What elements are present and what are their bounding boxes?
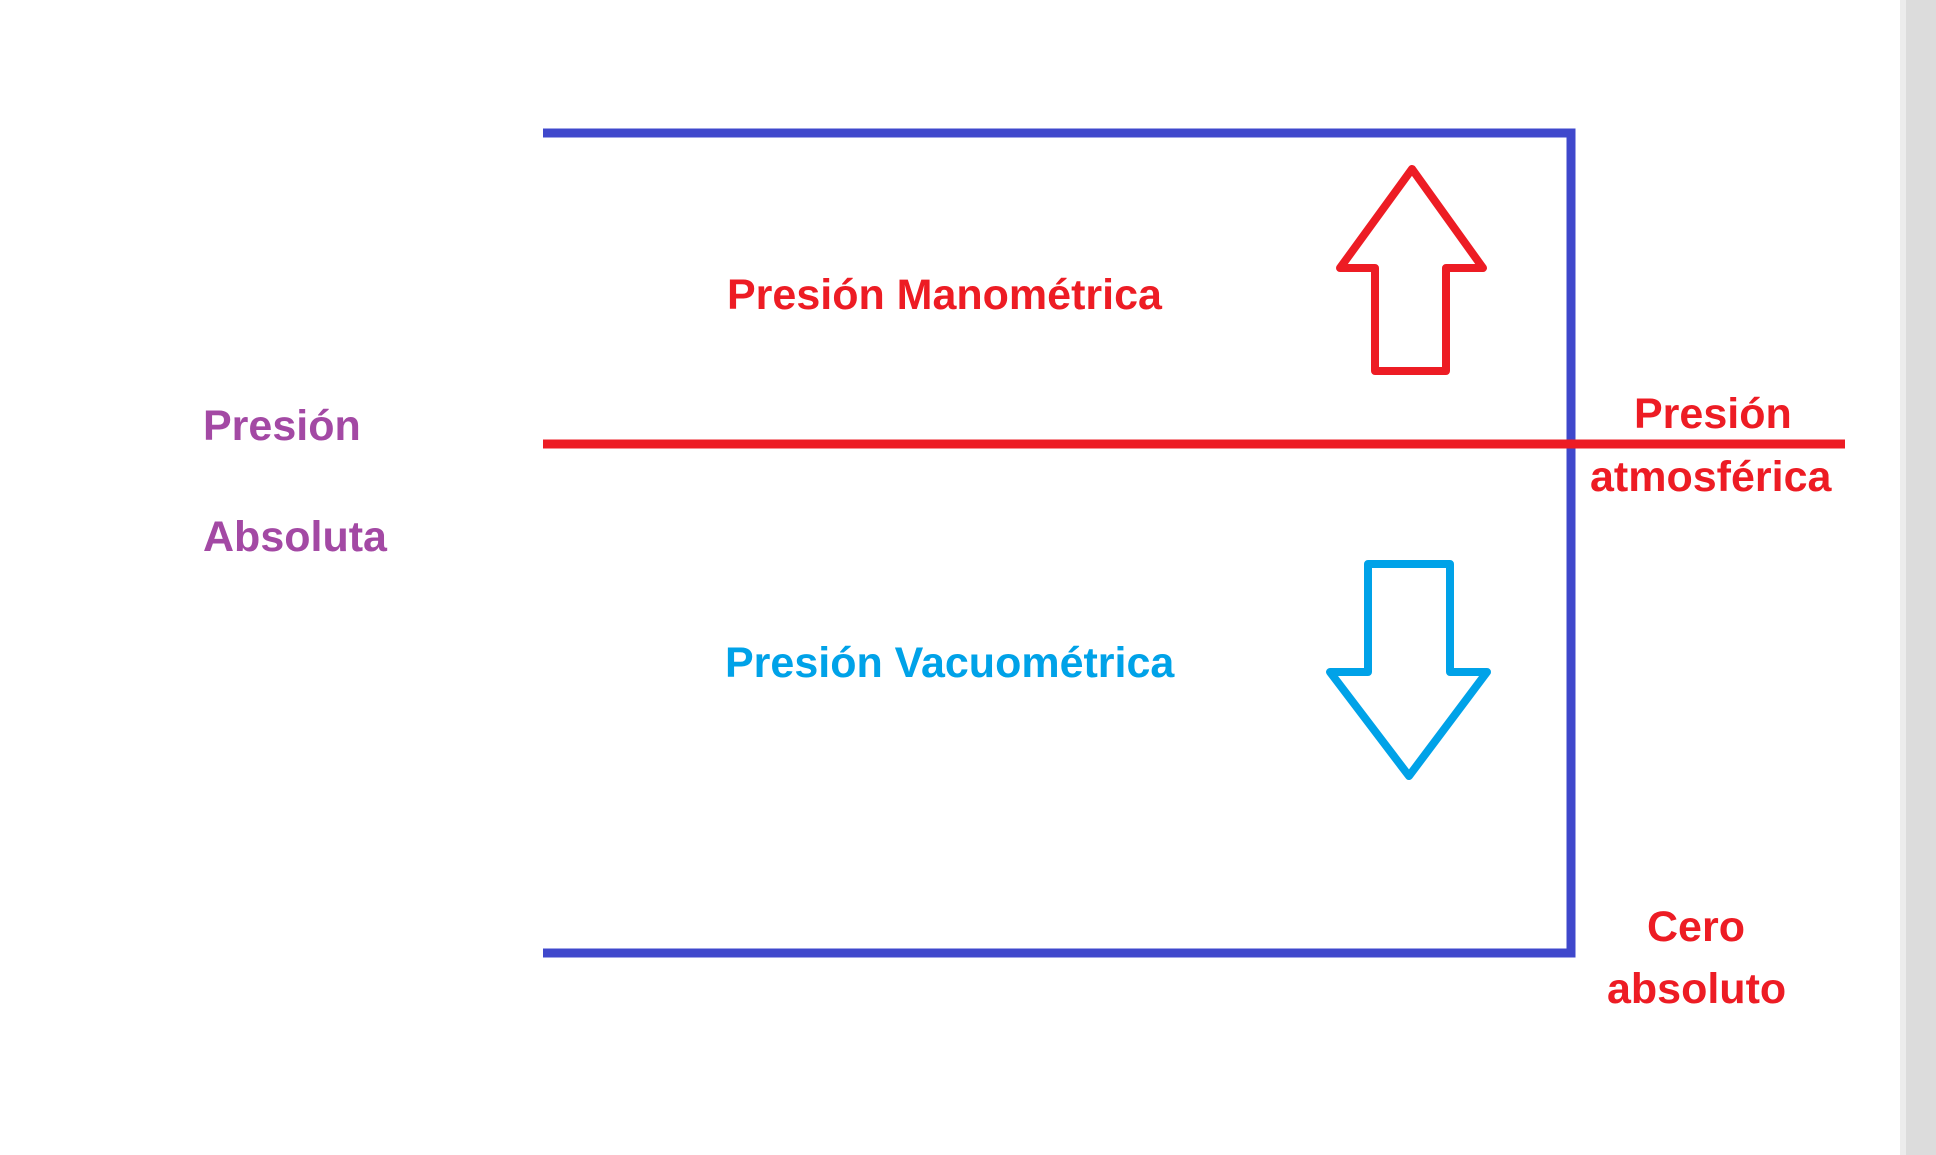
arrow-up-outline-icon xyxy=(1336,165,1487,375)
arrow-down-outline-icon xyxy=(1326,560,1491,780)
atmospheric-pressure-label-line1: Presión xyxy=(1634,390,1792,438)
absolute-zero-label-line1: Cero xyxy=(1647,903,1745,951)
pressure-frame xyxy=(543,128,1576,958)
absolute-pressure-label-line2: Absoluta xyxy=(203,513,387,561)
atmospheric-pressure-label-line2: atmosférica xyxy=(1590,453,1832,501)
absolute-zero-label-line2: absoluto xyxy=(1607,965,1787,1013)
right-edge-shadow xyxy=(1900,0,1906,1155)
right-edge-strip xyxy=(1905,0,1936,1155)
gauge-pressure-label: Presión Manométrica xyxy=(727,271,1162,319)
vacuum-pressure-label: Presión Vacuométrica xyxy=(725,639,1175,687)
absolute-pressure-label-line1: Presión xyxy=(203,402,361,450)
